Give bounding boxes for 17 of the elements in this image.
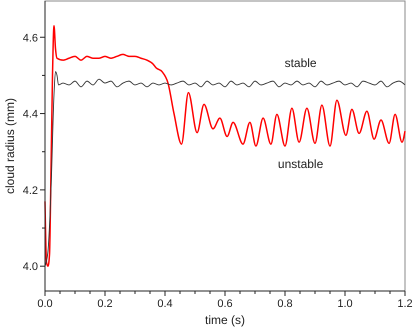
x-tick-label: 0.0 (37, 298, 53, 310)
x-tick-label: 1.0 (337, 298, 353, 310)
y-tick-label: 4.2 (22, 184, 38, 197)
y-tick-label: 4.6 (22, 32, 38, 44)
y-axis-title: cloud radius (mm) (3, 98, 17, 194)
x-tick-label: 1.2 (397, 298, 413, 310)
series-label: unstable (278, 157, 324, 171)
x-tick-label: 0.2 (97, 298, 113, 310)
x-tick-label: 0.8 (277, 298, 293, 310)
x-tick-label: 0.6 (217, 298, 233, 310)
line-series (44, 71, 406, 267)
x-tick-label: 0.4 (157, 298, 173, 310)
series-label: stable (284, 56, 317, 70)
x-axis-title: time (s) (205, 313, 245, 327)
y-tick-label: 4.0 (22, 261, 38, 274)
y-tick-label: 4.4 (22, 108, 38, 121)
line-series (44, 25, 406, 267)
